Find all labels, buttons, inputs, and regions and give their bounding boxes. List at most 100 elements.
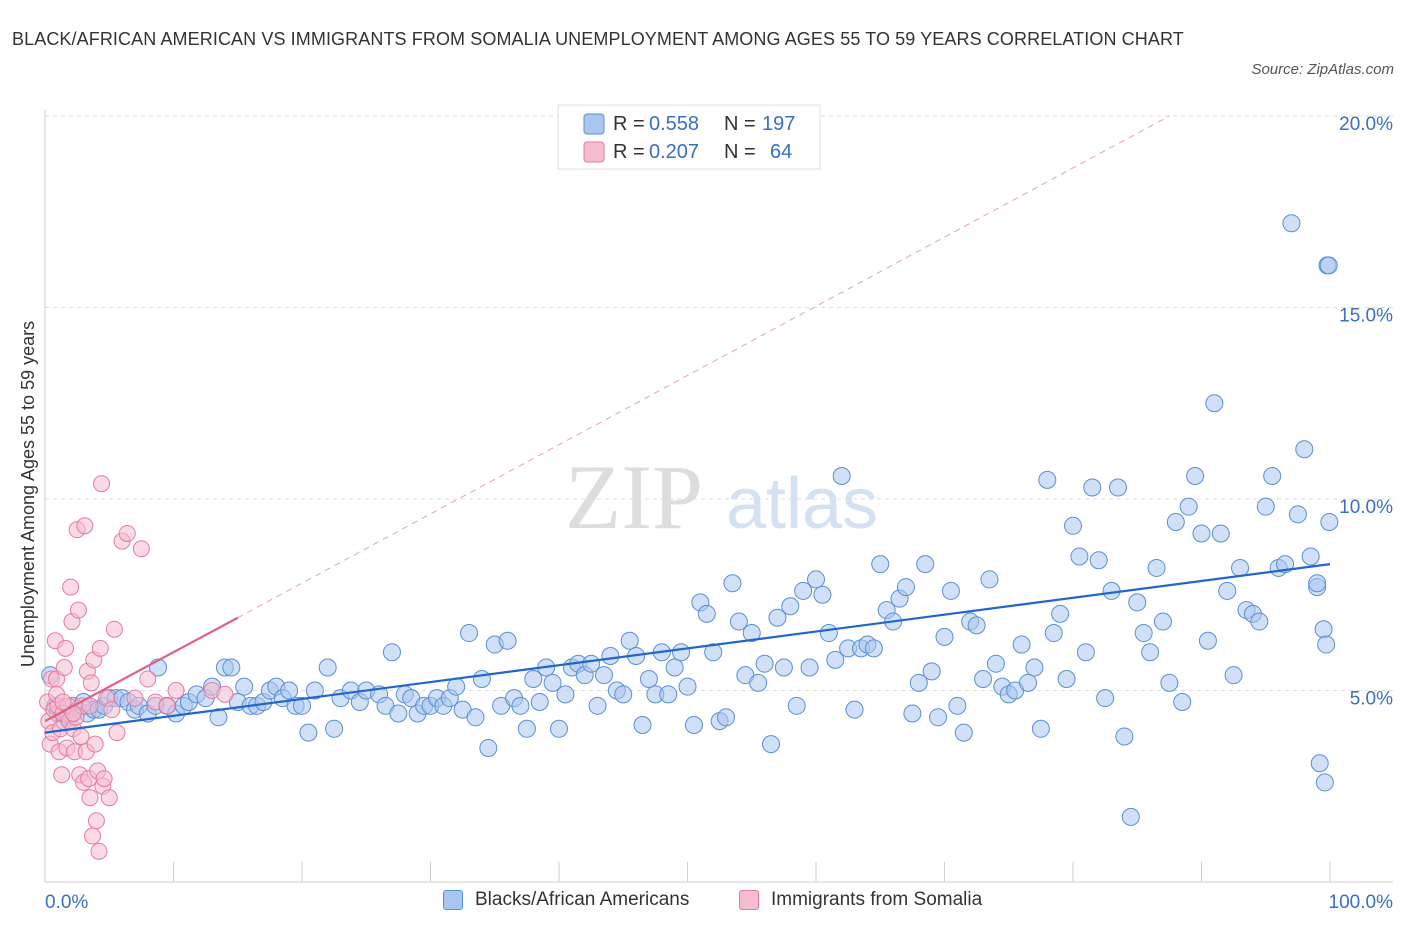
blacks-point-118 [807,570,825,589]
somalia-point-41 [91,639,109,657]
legend-pink-r-label: R = [613,141,645,163]
blacks-point-168 [1128,593,1147,612]
trend-lines [44,563,1331,734]
blacks-point-158 [1064,516,1082,535]
somalia-point-11 [53,766,71,784]
blacks-point-62 [447,677,466,696]
somalia-point-48 [105,620,123,638]
somalia-point-61 [54,693,72,711]
blacks-point-116 [794,581,813,600]
blacks-point-114 [781,597,800,616]
blacks-point-181 [1211,524,1230,543]
somalia-point-51 [118,524,136,542]
somalia-point-40 [90,842,108,860]
watermark: ZIP atlas [565,446,878,548]
blacks-point-89 [620,631,639,650]
blacks-point-43 [305,681,324,700]
chart-title: BLACK/AFRICAN AMERICAN VS IMMIGRANTS FRO… [12,29,1184,49]
blacks-point-128 [871,555,890,574]
blacks-point-163 [1096,689,1115,708]
blacks-point-115 [787,696,806,715]
blacks-point-110 [755,654,774,673]
somalia-point-26 [72,727,90,745]
blacks-point-154 [1038,470,1057,489]
blacks-point-203 [1310,754,1329,773]
blacks-point-111 [762,735,781,754]
blacks-point-98 [678,677,697,696]
x-tick-label-0: 0.0% [45,892,88,913]
axes [44,110,1393,883]
y-tick-label-2: 15.0% [1339,306,1393,327]
blacks-point-91 [633,715,652,734]
blacks-point-75 [530,692,549,711]
blacks-point-162 [1089,551,1108,570]
blacks-point-86 [601,647,620,666]
watermark-atlas: atlas [726,464,878,544]
somalia-point-42 [93,475,111,493]
legend-pink-swatch [583,141,605,163]
somalia-point-54 [139,670,157,688]
somalia-point-44 [95,770,113,788]
blacks-point-108 [742,624,761,643]
somalia-point-18 [62,578,80,596]
somalia-point-46 [100,789,118,807]
blacks-point-42 [299,723,318,742]
blacks-point-139 [941,581,960,600]
blacks-point-120 [819,624,838,643]
blacks-point-73 [517,719,536,738]
somalia-trend-line [44,616,239,723]
blacks-point-74 [524,670,543,689]
blacks-point-133 [903,704,922,723]
blacks-point-78 [550,719,568,738]
blacks-point-135 [916,555,935,574]
blacks-point-121 [826,650,845,669]
series-somalia-points [39,475,234,860]
blacks-point-134 [909,673,928,692]
blacks-point-53 [389,704,408,723]
blacks-point-127 [864,639,883,658]
blacks-point-173 [1160,673,1179,692]
blacks-point-44 [318,658,337,677]
reference-diagonal-line [237,115,1170,619]
blacks-point-195 [1301,547,1320,566]
legend-blue-r-label: R = [613,113,645,135]
blacks-point-97 [672,643,691,662]
somalia-point-13 [55,659,73,677]
blacks-point-106 [729,612,748,631]
somalia-point-34 [82,674,100,692]
blacks-point-67 [479,738,498,757]
blacks-point-95 [659,685,678,704]
y-tick-label-3: 20.0% [1339,114,1393,135]
somalia-point-53 [132,540,150,558]
blacks-point-180 [1205,394,1224,413]
blacks-point-124 [845,700,864,719]
blacks-point-146 [986,654,1005,673]
y-tick-label-0: 5.0% [1350,689,1393,710]
blacks-point-32 [235,677,254,696]
blacks-point-112 [768,608,787,627]
watermark-zip: ZIP [565,446,703,548]
blacks-point-176 [1179,497,1198,516]
blacks-trend-line [44,563,1331,734]
blacks-point-157 [1057,670,1076,689]
legend-bottom-somalia-swatch [739,890,759,910]
blacks-point-182 [1218,581,1237,600]
legend-blue-n-value: 197 [762,113,795,135]
blacks-point-138 [935,627,954,646]
blacks-point-70 [498,631,517,650]
somalia-point-59 [216,685,234,703]
somalia-point-35 [84,827,102,845]
blacks-point-204 [1315,773,1334,792]
blacks-point-179 [1198,631,1217,650]
blacks-point-184 [1231,558,1250,577]
blacks-point-160 [1076,643,1095,662]
somalia-point-29 [76,517,94,535]
blacks-point-66 [472,670,491,689]
blacks-point-183 [1224,666,1243,685]
blacks-point-84 [588,696,607,715]
somalia-point-57 [167,682,185,699]
legend-bottom-somalia-label: Immigrants from Somalia [771,889,983,910]
blacks-point-72 [511,696,530,715]
grid-lines [45,115,1393,691]
blacks-point-45 [325,719,344,738]
